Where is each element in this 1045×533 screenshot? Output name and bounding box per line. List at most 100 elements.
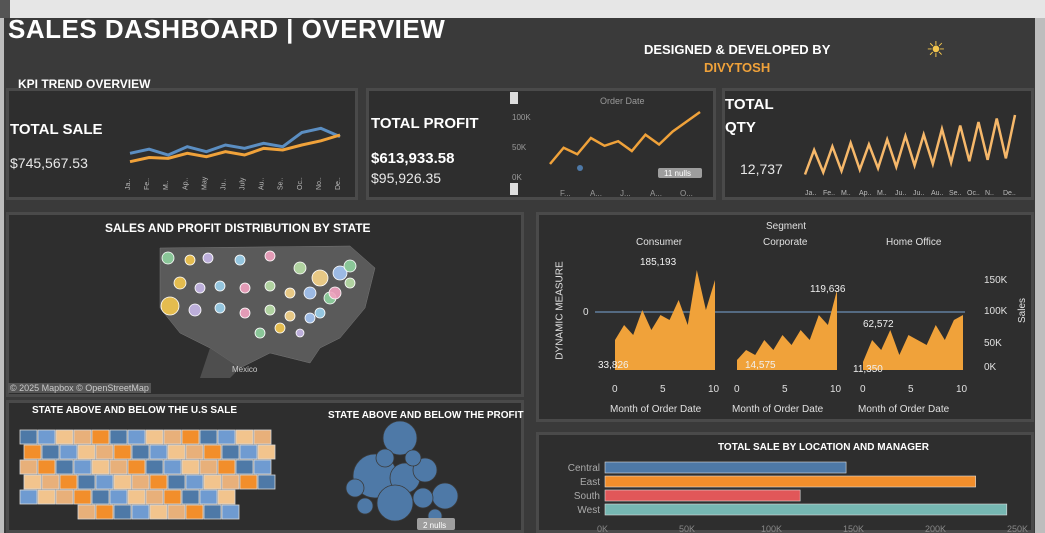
- state-shape: [41, 474, 60, 490]
- sale-x-tick: Fe..: [144, 178, 151, 190]
- state-shape: [253, 459, 272, 475]
- state-bubble: [254, 327, 266, 339]
- us-choropleth-map[interactable]: [12, 418, 292, 533]
- state-shape: [203, 504, 222, 520]
- map1-title: SALES AND PROFIT DISTRIBUTION BY STATE: [105, 221, 371, 235]
- state-bubble: [303, 286, 317, 300]
- state-bubble: [304, 312, 316, 324]
- location-category-label: West: [577, 505, 600, 516]
- state-bubble: [194, 282, 206, 294]
- state-shape: [239, 444, 258, 460]
- state-shape: [55, 489, 74, 505]
- author-name: DIVYTOSH: [704, 60, 771, 75]
- segment-chart-panel: [536, 212, 1034, 422]
- location-category-label: South: [574, 491, 600, 502]
- state-shape: [109, 489, 128, 505]
- sale-trend-chart[interactable]: Ja.. Fe.. M.. Ap.. May Ju.. July Au.. Se.. Oc.. No…: [125, 110, 353, 200]
- state-shape: [77, 504, 96, 520]
- profit-trend-chart[interactable]: Order Date 100K 50K 0K 11 nulls F... A... J.…: [510, 92, 710, 200]
- state-bubble: [202, 252, 214, 264]
- state-shape: [221, 504, 240, 520]
- state-bubble: [293, 261, 307, 275]
- profit-y-tick: 0K: [512, 173, 522, 182]
- state-shape: [185, 474, 204, 490]
- profit-bubble: [375, 448, 395, 468]
- state-shape: [181, 489, 200, 505]
- sun-icon[interactable]: ☀: [926, 37, 946, 62]
- total-qty-value: 12,737: [740, 161, 783, 177]
- profit-y-tick: 100K: [512, 113, 531, 122]
- qty-x-tick: Fe..: [823, 190, 835, 197]
- state-shape: [91, 429, 110, 445]
- profit-x-tick: O...: [680, 189, 693, 198]
- location-bar-chart[interactable]: Central East South West 0K 50K 100K 150K 200K 250…: [540, 458, 1030, 533]
- state-shape: [37, 489, 56, 505]
- segment-annotation: 119,636: [810, 284, 846, 295]
- location-bar-west: [604, 503, 1008, 516]
- qty-x-tick: Ap..: [859, 190, 872, 197]
- state-shape: [235, 459, 254, 475]
- state-bubble: [184, 254, 196, 266]
- sale-x-tick: M..: [163, 180, 170, 190]
- sales-tick-100k: 100K: [984, 306, 1008, 317]
- state-shape: [185, 504, 204, 520]
- profit-bubble: [404, 449, 422, 467]
- sale-series-blue: [129, 126, 341, 157]
- sale-x-tick: Au..: [259, 177, 266, 190]
- state-shape: [55, 429, 74, 445]
- segment-x-tick: 5: [908, 384, 914, 395]
- state-shape: [73, 489, 92, 505]
- state-shape: [149, 444, 168, 460]
- y-zero-label: 0: [583, 307, 589, 318]
- range-slider-handle-top[interactable]: [510, 92, 518, 104]
- state-shape: [55, 459, 74, 475]
- location-x-tick: 100K: [761, 524, 782, 533]
- sale-x-tick: July: [240, 177, 247, 190]
- total-qty-label-line2: QTY: [725, 119, 756, 136]
- location-bar-central: [604, 461, 847, 474]
- segment-area-corporate: [737, 290, 837, 370]
- top-left-edge: [0, 0, 10, 18]
- state-bubble: [328, 286, 342, 300]
- qty-x-tick: De..: [1003, 190, 1016, 197]
- location-x-tick: 150K: [843, 524, 864, 533]
- state-bubble: [284, 287, 296, 299]
- segment-corporate: Corporate: [763, 237, 808, 248]
- bubble-nulls-badge: [417, 518, 455, 530]
- sales-tick-50k: 50K: [984, 338, 1002, 349]
- page-title: SALES DASHBOARD | OVERVIEW: [8, 14, 446, 44]
- mexico-landmass: [200, 348, 240, 378]
- segment-x-tick: 10: [830, 384, 842, 395]
- segment-annotation: 11,350: [853, 364, 883, 375]
- segment-annotation: 185,193: [640, 257, 677, 268]
- segment-area-chart[interactable]: 185,193 33,826 119,636 14,575 62,572 11,350 0…: [595, 250, 985, 420]
- segment-area-home: [863, 315, 963, 370]
- state-shape: [73, 459, 92, 475]
- qty-trend-chart[interactable]: Ja.. Fe.. M.. Ap.. M.. Ju.. Ju.. Au.. Se.. Oc.. N.…: [800, 100, 1028, 200]
- state-shape: [253, 429, 272, 445]
- segment-x-tick: 5: [660, 384, 666, 395]
- state-shape: [73, 429, 92, 445]
- state-bubble: [173, 276, 187, 290]
- profit-bubble: [376, 484, 414, 522]
- profit-bubble: [412, 487, 434, 509]
- designed-by-label: DESIGNED & DEVELOPED BY: [644, 42, 831, 57]
- state-shape: [257, 474, 276, 490]
- segment-consumer: Consumer: [636, 237, 683, 248]
- state-shape: [109, 429, 128, 445]
- range-slider-handle-bottom[interactable]: [510, 183, 518, 195]
- state-shape: [257, 444, 276, 460]
- state-shape: [19, 459, 38, 475]
- state-shape: [19, 429, 38, 445]
- state-shape: [77, 444, 96, 460]
- qty-x-tick: Ja..: [805, 190, 816, 197]
- state-shape: [203, 444, 222, 460]
- state-bubble: [264, 304, 276, 316]
- profit-chart-title: Order Date: [600, 96, 645, 106]
- location-x-tick: 50K: [679, 524, 695, 533]
- us-state-bubble-map[interactable]: Mexico: [150, 238, 390, 378]
- state-shape: [203, 474, 222, 490]
- state-shape: [217, 459, 236, 475]
- profit-bubble-chart[interactable]: 2 nulls: [335, 418, 475, 533]
- profit-x-tick: F...: [560, 189, 571, 198]
